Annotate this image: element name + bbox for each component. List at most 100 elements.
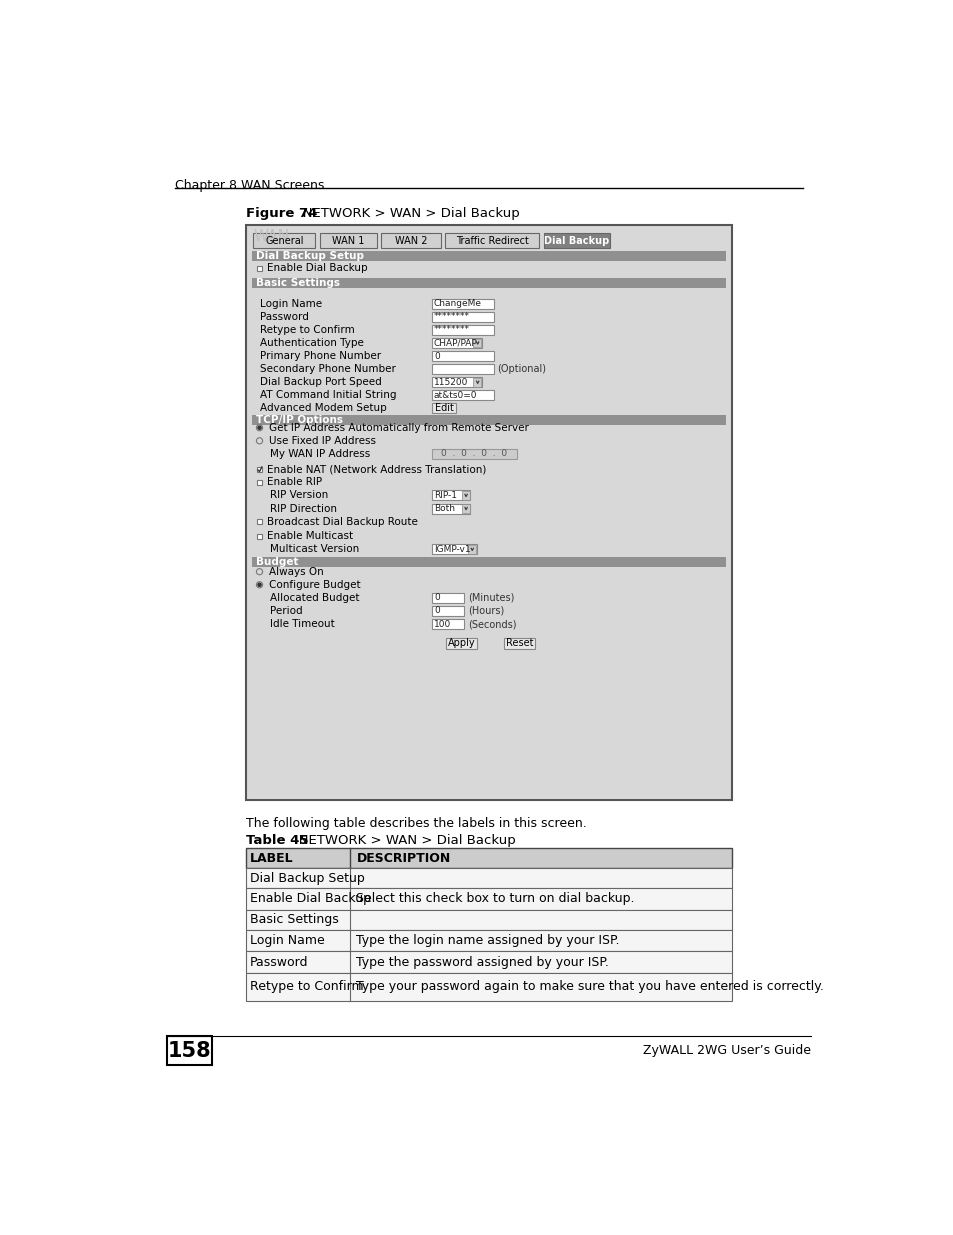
Bar [431,504,470,514]
Text: DESCRIPTION: DESCRIPTION [356,852,450,864]
Text: ZyWALL 2WG User’s Guide: ZyWALL 2WG User’s Guide [642,1044,810,1057]
Circle shape [257,426,261,430]
Text: Basic Settings: Basic Settings [250,913,338,926]
Bar [245,848,732,868]
Bar [461,504,469,513]
Bar [431,490,470,500]
Bar [257,480,261,484]
Text: WAN: WAN [253,228,289,245]
Text: Retype to Confirm: Retype to Confirm [250,981,363,993]
Text: Dial Backup Setup: Dial Backup Setup [256,251,364,261]
Text: WAN 2: WAN 2 [395,236,427,246]
Bar [431,377,481,388]
Bar [444,233,538,248]
Bar [431,299,493,309]
Bar [253,233,315,248]
Bar [245,868,732,888]
Text: Figure 74: Figure 74 [245,207,316,221]
Text: Dial Backup Port Speed: Dial Backup Port Speed [259,377,381,388]
Text: Secondary Phone Number: Secondary Phone Number [259,364,395,374]
Bar [167,1036,212,1066]
Text: Advanced Modem Setup: Advanced Modem Setup [259,404,386,414]
Text: 0: 0 [434,593,439,603]
Text: LABEL: LABEL [250,852,294,864]
Text: NETWORK > WAN > Dial Backup: NETWORK > WAN > Dial Backup [290,207,519,221]
Bar [504,638,535,648]
Text: Use Fixed IP Address: Use Fixed IP Address [269,436,375,446]
Bar [431,325,493,335]
Bar [257,534,261,538]
Bar [245,930,732,951]
Bar [461,492,469,500]
Text: Edit: Edit [434,404,453,414]
Text: RIP Version: RIP Version [270,490,328,500]
Bar [446,638,476,648]
Text: Idle Timeout: Idle Timeout [270,619,335,629]
Bar [381,233,440,248]
Text: Basic Settings: Basic Settings [256,278,340,288]
Text: Budget: Budget [256,557,298,567]
Text: ********: ******** [434,312,470,321]
Text: Both: Both [434,504,455,513]
Text: Retype to Confirm: Retype to Confirm [259,325,354,335]
Text: AT Command Initial String: AT Command Initial String [259,390,395,400]
Text: Type your password again to make sure that you have entered is correctly.: Type your password again to make sure th… [356,981,823,993]
Text: NETWORK > WAN > Dial Backup: NETWORK > WAN > Dial Backup [286,835,515,847]
Text: Enable Dial Backup: Enable Dial Backup [267,263,368,273]
Bar [431,619,464,629]
Text: (Seconds): (Seconds) [468,619,516,629]
Text: Multicast Version: Multicast Version [270,545,359,555]
Bar [252,278,725,288]
Text: Broadcast Dial Backup Route: Broadcast Dial Backup Route [267,516,417,526]
Text: 0: 0 [434,352,439,361]
Text: Enable Dial Backup: Enable Dial Backup [250,893,371,905]
Bar [252,415,725,425]
Bar [257,520,261,524]
Text: Authentication Type: Authentication Type [259,338,363,348]
Text: 0  .  0  .  0  .  0: 0 . 0 . 0 . 0 [440,450,507,458]
Bar [431,448,517,459]
Text: RIP-1: RIP-1 [434,492,456,500]
Text: Primary Phone Number: Primary Phone Number [259,351,380,361]
Text: Always On: Always On [269,567,323,577]
Text: The following table describes the labels in this screen.: The following table describes the labels… [245,818,586,830]
Bar [431,606,464,616]
Text: 158: 158 [168,1041,212,1061]
Text: Type the login name assigned by your ISP.: Type the login name assigned by your ISP… [356,934,619,947]
Text: Password: Password [250,956,309,968]
Text: 100: 100 [434,620,451,629]
Bar [431,404,456,414]
Text: Login Name: Login Name [259,299,321,309]
Text: Enable Multicast: Enable Multicast [267,531,353,541]
Bar [245,225,732,800]
Text: Chapter 8 WAN Screens: Chapter 8 WAN Screens [174,179,324,191]
Bar [473,378,480,387]
Text: Get IP Address Automatically from Remote Server: Get IP Address Automatically from Remote… [269,422,528,432]
Text: Period: Period [270,606,303,616]
Bar [431,351,493,361]
Text: Allocated Budget: Allocated Budget [270,593,359,603]
Text: (Optional): (Optional) [497,364,546,374]
Text: TCP/IP Options: TCP/IP Options [256,415,343,425]
Bar [245,973,732,1000]
Text: Enable NAT (Network Address Translation): Enable NAT (Network Address Translation) [267,464,486,474]
Text: My WAN IP Address: My WAN IP Address [270,448,370,459]
Text: 0: 0 [434,606,439,615]
Bar [431,545,476,555]
Text: Type the password assigned by your ISP.: Type the password assigned by your ISP. [356,956,609,968]
Text: Login Name: Login Name [250,934,325,947]
Bar [468,545,476,553]
Bar [473,338,480,347]
Text: ********: ******** [434,325,470,335]
Bar [252,251,725,261]
Text: Enable RIP: Enable RIP [267,478,322,488]
Bar [245,951,732,973]
Bar [252,557,725,567]
Bar [431,311,493,322]
Bar [319,233,376,248]
Text: Apply: Apply [448,638,476,648]
Text: WAN 1: WAN 1 [332,236,364,246]
Text: Configure Budget: Configure Budget [269,579,360,590]
Text: (Minutes): (Minutes) [468,593,514,603]
Text: CHAP/PAP: CHAP/PAP [434,338,477,347]
